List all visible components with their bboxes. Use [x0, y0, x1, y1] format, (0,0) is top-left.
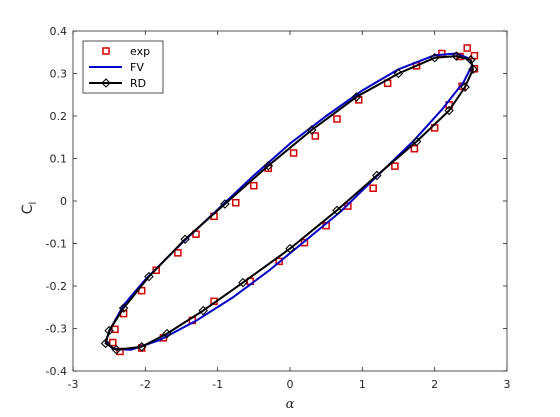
legend-swatch-marker — [101, 78, 111, 88]
data-point-exp — [333, 115, 341, 123]
data-point-RD — [100, 338, 111, 349]
legend-swatch-marker — [102, 47, 110, 55]
legend-label: exp — [130, 45, 150, 58]
data-point-exp — [232, 198, 240, 207]
data-point-RD — [104, 325, 114, 336]
data-point-RD — [118, 303, 129, 313]
data-point-RD — [468, 64, 478, 75]
data-point-RD — [351, 92, 362, 102]
legend-entries: exp FV RD — [89, 45, 150, 90]
plot-box — [72, 30, 508, 372]
series-line-RD — [104, 55, 474, 351]
series-layer — [100, 44, 479, 356]
data-point-RD — [466, 55, 476, 65]
data-point-exp — [311, 132, 320, 140]
y-axis-label: Cl — [20, 202, 39, 215]
data-point-RD — [429, 52, 440, 63]
data-point-RD — [372, 170, 382, 181]
y-axis-ticks: -0.4 -0.3 -0.2 -0.1 0 0.1 0.2 0.3 0.4 — [46, 25, 507, 378]
data-point-RD — [136, 341, 147, 352]
x-tick-label: -2 — [140, 378, 151, 391]
y-tick-label: 0.2 — [50, 110, 68, 123]
data-point-RD — [332, 205, 342, 216]
data-point-exp — [463, 44, 471, 52]
data-point-RD — [444, 105, 454, 116]
x-axis-label: α — [286, 397, 295, 412]
data-point-exp — [391, 162, 399, 170]
y-tick-label: -0.1 — [46, 238, 67, 251]
series-RD — [100, 51, 478, 355]
x-axis-ticks: -3 -2 -1 0 1 2 3 — [68, 31, 511, 391]
data-point-RD — [111, 344, 122, 355]
data-point-exp — [470, 51, 479, 60]
y-tick-label: -0.4 — [46, 365, 67, 378]
data-point-RD — [180, 234, 190, 245]
y-tick-label: 0.3 — [50, 68, 68, 81]
y-tick-label: -0.2 — [46, 280, 67, 293]
data-point-RD — [238, 277, 248, 288]
x-tick-label: 1 — [359, 378, 366, 391]
data-point-RD — [263, 160, 274, 171]
data-point-RD — [306, 125, 317, 135]
data-point-exp — [275, 257, 283, 266]
data-point-RD — [220, 199, 230, 209]
legend-label: FV — [130, 61, 144, 74]
x-tick-label: 3 — [504, 378, 511, 391]
x-tick-label: 0 — [287, 378, 294, 391]
y-tick-label: -0.3 — [46, 323, 67, 336]
y-axis-label-subscript: l — [28, 202, 39, 205]
legend-entry-exp: exp — [102, 45, 150, 58]
data-point-RD — [162, 328, 172, 339]
data-point-RD — [144, 271, 154, 282]
legend-label: RD — [130, 77, 146, 90]
legend-entry-FV: FV — [89, 61, 144, 74]
data-point-exp — [109, 338, 117, 347]
data-point-exp — [410, 144, 419, 153]
svg-text:Cl: Cl — [20, 202, 39, 215]
data-point-exp — [174, 249, 182, 257]
data-point-exp — [152, 266, 160, 275]
data-point-RD — [451, 51, 462, 61]
x-tick-label: -3 — [68, 378, 79, 391]
data-point-exp — [369, 184, 377, 192]
y-tick-label: 0.1 — [50, 153, 68, 166]
data-point-RD — [198, 305, 208, 316]
data-point-RD — [460, 82, 470, 92]
data-point-RD — [411, 136, 422, 147]
y-axis-label-main: C — [20, 204, 36, 214]
data-point-RD — [393, 68, 404, 79]
data-point-exp — [250, 181, 258, 190]
legend-entry-RD: RD — [89, 77, 146, 90]
y-tick-label: 0.4 — [50, 25, 68, 38]
data-point-exp — [289, 149, 298, 157]
x-tick-label: 2 — [431, 378, 438, 391]
x-tick-label: -1 — [212, 378, 223, 391]
legend: exp FV RD — [82, 40, 164, 94]
y-tick-label: 0 — [60, 195, 67, 208]
data-point-RD — [285, 243, 295, 254]
